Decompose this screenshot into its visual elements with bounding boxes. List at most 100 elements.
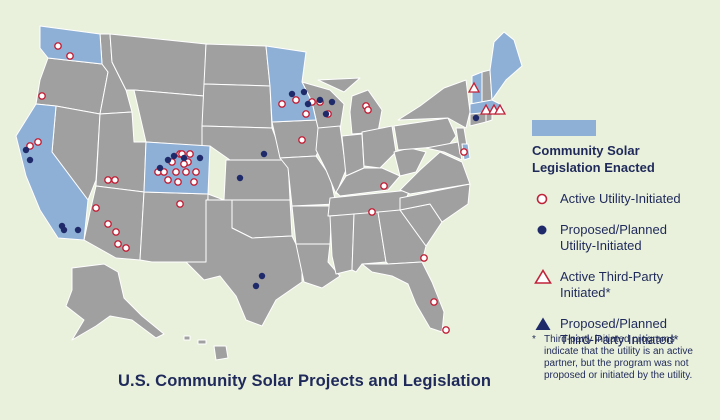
state-iowa [271,119,325,159]
state-alaska [65,263,165,341]
state-maine [489,31,523,101]
state-wyoming [133,89,205,147]
proposed-utility-marker [74,226,82,234]
active-utility-marker [182,168,190,176]
legend-proposed-utility-line2: Utility-Initiated [560,238,642,253]
legislation-heading-line1: Community Solar [532,143,640,158]
active-utility-marker [112,228,120,236]
state-ohio [361,125,397,169]
active-third-party-marker [479,103,493,115]
proposed-utility-marker [288,90,296,98]
states-layer [35,33,493,361]
active-utility-marker [368,208,376,216]
state-hawaii [183,335,229,361]
active-utility-marker [176,200,184,208]
proposed-utility-marker [252,282,260,290]
proposed-utility-marker [236,174,244,182]
active-utility-marker [38,92,46,100]
state-montana [109,33,207,97]
proposed-utility-marker [316,96,324,104]
active-utility-marker [180,160,188,168]
active-utility-marker [164,176,172,184]
active-utility-marker [278,100,286,108]
active-utility-marker [186,150,194,158]
active-utility-marker [160,168,168,176]
legend-active-third-party: Active Third-Party Initiated* [532,269,712,301]
legend-proposed-third-party-line1: Proposed/Planned [560,316,667,331]
active-utility-marker [92,204,100,212]
proposed-utility-marker [22,146,30,154]
proposed-utility-marker [328,98,336,106]
proposed-utility-marker [304,100,312,108]
active-utility-marker [34,138,42,146]
active-utility-marker [364,106,372,114]
filled-triangle-icon [535,317,551,330]
active-utility-marker [298,136,306,144]
legislation-heading: Community Solar Legislation Enacted [532,142,682,176]
active-utility-marker [192,168,200,176]
open-triangle-icon [534,269,552,284]
map-title: U.S. Community Solar Projects and Legisl… [118,372,492,390]
legend-proposed-utility: Proposed/Planned Utility-Initiated [532,222,712,254]
proposed-utility-marker [170,152,178,160]
state-california [15,103,89,241]
open-circle-icon [536,193,548,205]
active-utility-marker [26,142,34,150]
legend-proposed-third-party-line2: Third-Party Initiated* [560,332,679,347]
proposed-utility-marker [300,88,308,96]
active-utility-marker [114,240,122,248]
footnote-text: Third-party initiated programs indicate … [544,334,693,381]
state-new-york [397,79,471,129]
active-third-party-marker [493,103,507,115]
state-louisiana [295,243,341,289]
state-kansas [223,159,291,201]
active-utility-marker [190,178,198,186]
state-north-dakota [203,43,271,87]
proposed-utility-marker [180,154,188,162]
proposed-utility-marker [472,114,480,122]
active-utility-marker [66,52,74,60]
legend-active-third-party-label: Active Third-Party Initiated* [560,269,664,300]
active-utility-marker [104,176,112,184]
state-illinois [315,125,347,195]
active-utility-marker [174,178,182,186]
state-texas [185,199,303,327]
proposed-utility-marker [196,154,204,162]
proposed-utility-marker [164,156,172,164]
legend-active-utility-label: Active Utility-Initiated [560,191,681,206]
markers-layer [22,42,507,334]
footnote: * Third-party initiated programs indicat… [532,334,708,382]
state-maryland [425,141,463,161]
state-arkansas [291,205,333,245]
state-virginia [399,151,471,195]
state-south-dakota [201,83,273,129]
proposed-utility-marker [258,272,266,280]
active-utility-marker [111,176,119,184]
active-utility-marker [292,96,300,104]
active-utility-marker [420,254,428,262]
state-utah [95,111,147,193]
state-florida [361,261,445,333]
legend-proposed-third-party: Proposed/Planned Third-Party Initiated* [532,316,712,348]
active-third-party-marker [467,81,481,93]
state-new-mexico [139,191,209,263]
state-nebraska [201,125,285,161]
proposed-utility-marker [156,164,164,172]
filled-circle-icon [537,225,547,235]
active-utility-marker [380,182,388,190]
legislation-swatch [532,120,596,136]
active-utility-marker [122,244,130,252]
legislation-heading-line2: Legislation Enacted [532,160,655,175]
active-utility-marker [172,168,180,176]
active-utility-marker [302,110,310,118]
footnote-asterisk: * [532,334,536,345]
legend-active-utility: Active Utility-Initiated [532,191,712,207]
proposed-utility-marker [322,110,330,118]
state-colorado [143,141,211,195]
active-utility-marker [104,220,112,228]
proposed-utility-marker [60,226,68,234]
legend: Community Solar Legislation Enacted Acti… [532,120,712,348]
proposed-utility-marker [26,156,34,164]
active-utility-marker [460,148,468,156]
